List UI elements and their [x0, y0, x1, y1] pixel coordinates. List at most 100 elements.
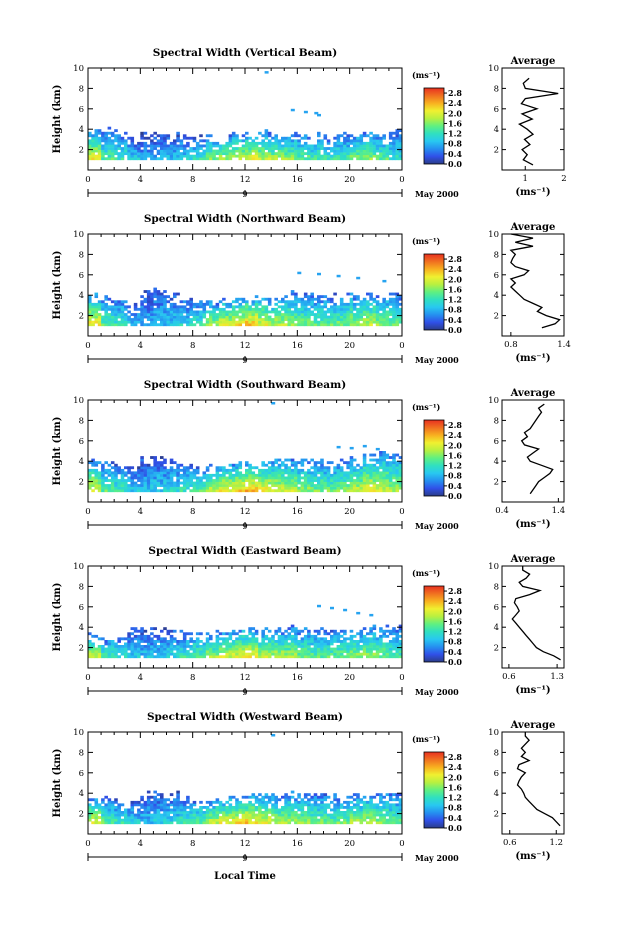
- heatmap-cell: [323, 305, 328, 309]
- heatmap-cell: [346, 818, 350, 822]
- heatmap-cell: [356, 642, 360, 646]
- heatmap-cell: [222, 473, 226, 477]
- heatmap-cell: [264, 152, 269, 156]
- heatmap-cell: [392, 297, 396, 301]
- heatmap-cell: [372, 313, 377, 316]
- heatmap-cell: [156, 466, 161, 470]
- heatmap-cell: [163, 295, 167, 299]
- heatmap-cell: [130, 489, 135, 493]
- heatmap-cell: [379, 320, 383, 324]
- heatmap-cell: [254, 323, 259, 327]
- heatmap-cell: [330, 642, 334, 646]
- heatmap-cell: [97, 489, 102, 493]
- heatmap-cell: [156, 473, 161, 477]
- heatmap-cell: [231, 154, 236, 158]
- heatmap-cell: [163, 152, 167, 156]
- heatmap-cell: [333, 795, 337, 799]
- colorbar-tick-label: 1.6: [448, 118, 462, 128]
- heatmap-cell: [179, 473, 184, 477]
- heatmap-cell: [261, 816, 265, 819]
- heatmap-cell: [395, 650, 400, 653]
- heatmap-cell: [238, 484, 243, 487]
- heatmap-cell: [166, 313, 171, 316]
- heatmap-cell: [209, 318, 213, 321]
- heatmap-cell: [388, 629, 393, 633]
- heatmap-cell: [372, 632, 377, 636]
- heatmap-cell: [209, 634, 213, 638]
- heatmap-cell: [385, 645, 390, 648]
- heatmap-cell: [225, 310, 229, 314]
- heatmap-cell: [307, 144, 311, 148]
- heatmap-cell: [88, 310, 92, 314]
- heatmap-cell: [333, 310, 337, 314]
- heatmap-cell: [307, 468, 311, 472]
- heatmap-cell: [271, 310, 275, 314]
- heatmap-cell: [339, 813, 344, 817]
- heatmap-cell: [248, 655, 252, 659]
- heatmap-cell: [166, 640, 171, 643]
- heatmap-cell: [339, 476, 344, 480]
- heatmap-cell: [277, 642, 282, 646]
- heatmap-cell: [359, 318, 364, 321]
- heatmap-cell: [313, 307, 318, 311]
- heatmap-cell: [356, 816, 360, 819]
- heatmap-cell: [205, 479, 210, 482]
- colorbar-unit: (ms⁻¹): [412, 568, 440, 578]
- heatmap-cell: [356, 295, 360, 299]
- heatmap-cell: [317, 821, 321, 825]
- heatmap-cell: [366, 144, 370, 148]
- heatmap-cell: [241, 821, 246, 825]
- heatmap-cell: [320, 655, 324, 659]
- heatmap-cell: [231, 647, 236, 651]
- heatmap-cell: [333, 473, 337, 477]
- heatmap-cell: [133, 471, 138, 475]
- heatmap-cell: [212, 154, 216, 158]
- heatmap-cell: [379, 476, 383, 480]
- colorbar-tick-label: 2.0: [448, 108, 462, 118]
- heatmap-cell: [218, 655, 223, 659]
- heatmap-cell: [88, 645, 92, 648]
- heatmap-cell: [356, 798, 360, 802]
- heatmap-cell: [372, 315, 377, 319]
- heatmap-cell: [274, 315, 278, 319]
- heatmap-cell: [382, 154, 386, 158]
- heatmap-cell: [163, 473, 167, 477]
- heatmap-cell: [189, 466, 193, 470]
- heatmap-cell: [120, 139, 125, 143]
- heatmap-cell: [163, 139, 167, 143]
- heatmap-cell: [310, 481, 314, 485]
- heatmap-cell: [317, 818, 321, 822]
- heatmap-cell: [349, 318, 354, 321]
- heatmap-cell: [330, 479, 334, 482]
- heatmap-cell: [110, 816, 115, 819]
- heatmap-cell: [264, 144, 269, 148]
- heatmap-cell: [277, 479, 282, 482]
- heatmap-cell: [124, 486, 128, 490]
- heatmap-cell: [382, 795, 386, 799]
- heatmap-cell: [349, 471, 354, 475]
- heatmap-cell: [202, 139, 207, 143]
- heatmap-cell: [261, 149, 265, 153]
- heatmap-cell: [388, 821, 393, 825]
- heatmap-cell: [362, 811, 367, 814]
- heatmap-cell: [300, 806, 305, 809]
- heatmap-cell: [114, 486, 118, 490]
- heatmap-cell: [114, 484, 118, 487]
- heatmap-cell: [94, 479, 99, 482]
- heatmap-cell: [313, 318, 318, 321]
- heatmap-cell: [254, 818, 259, 822]
- heatmap-cell: [248, 637, 252, 641]
- heatmap-cell: [271, 645, 275, 648]
- heatmap-cell: [395, 147, 400, 150]
- heatmap-cell: [287, 320, 292, 324]
- panel-title: Spectral Width (Northward Beam): [144, 213, 346, 225]
- heatmap-cell: [110, 144, 115, 148]
- heatmap-cell: [392, 305, 396, 309]
- heatmap-cell: [156, 468, 161, 472]
- heatmap-cell: [372, 795, 377, 799]
- heatmap-cell: [202, 652, 207, 656]
- heatmap-cell: [346, 645, 350, 648]
- heatmap-cell: [114, 476, 118, 480]
- heatmap-cell: [284, 479, 288, 482]
- heatmap-cell: [395, 292, 400, 296]
